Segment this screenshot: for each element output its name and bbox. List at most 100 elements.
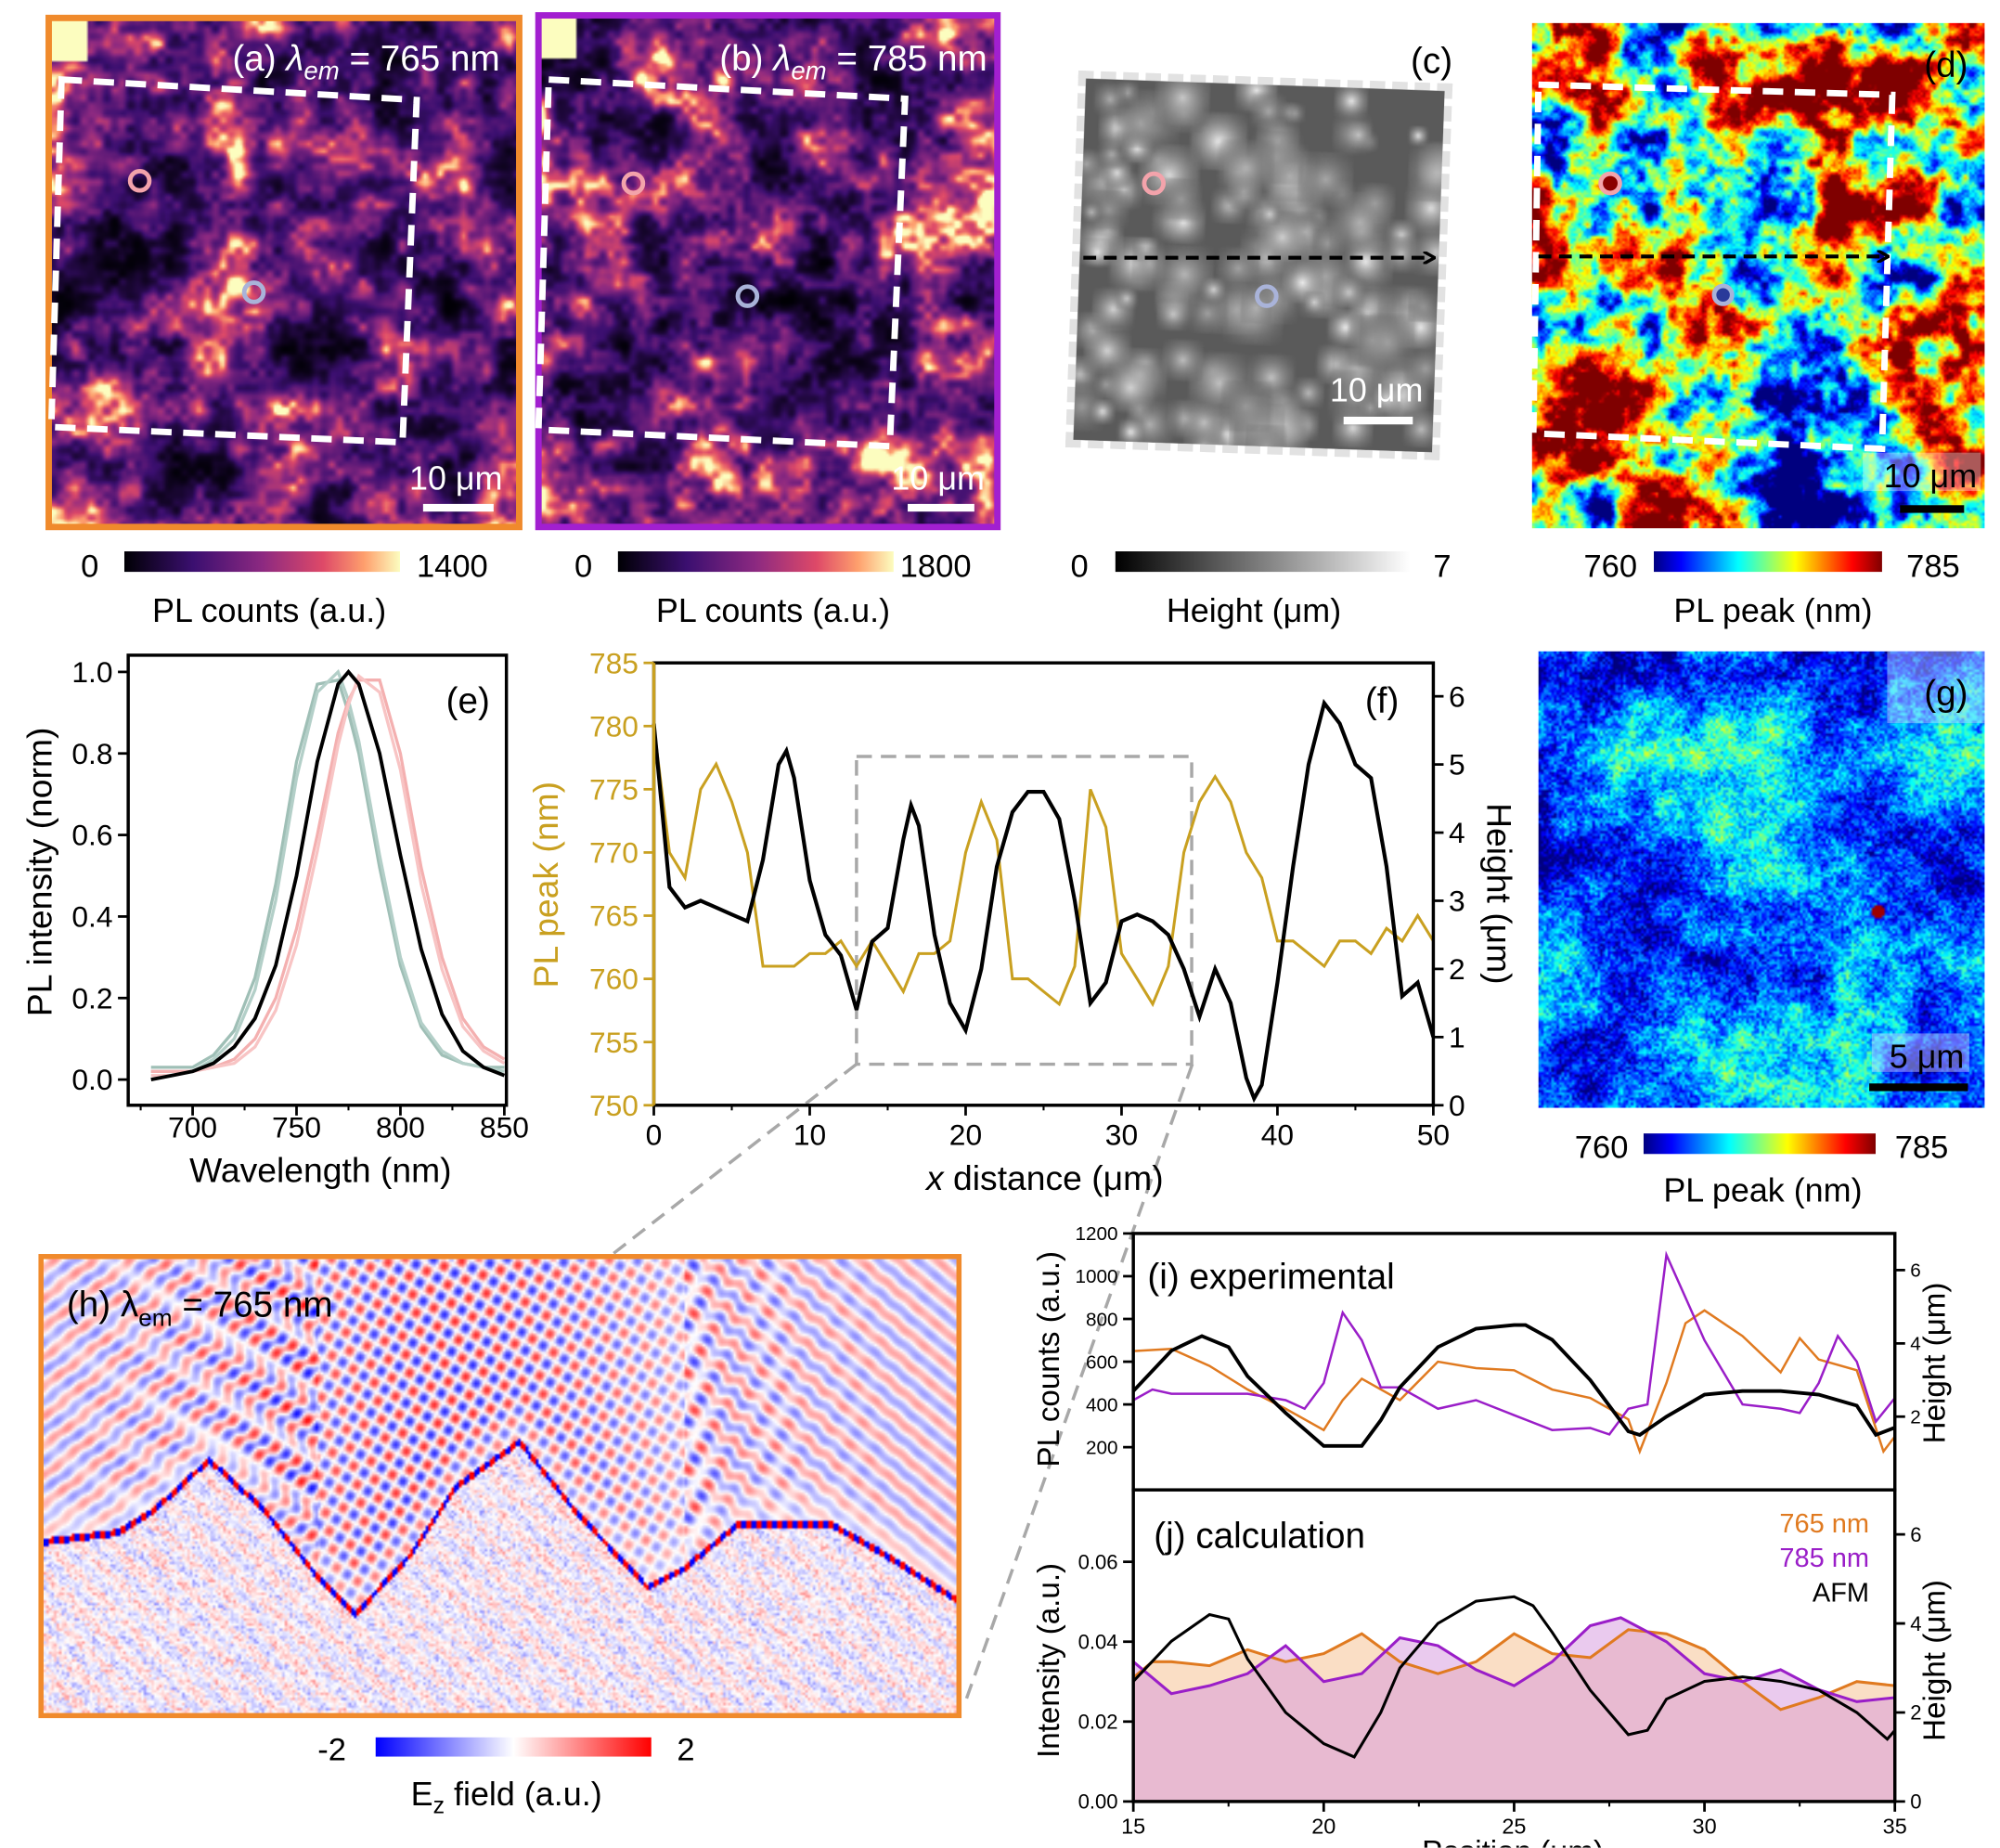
j-x-tick-label: 30 (1693, 1814, 1717, 1838)
colorbar-min-b: 0 (574, 549, 592, 585)
scalebar-label-b: 10 μm (891, 459, 985, 498)
colorbar-max-h: 2 (677, 1733, 694, 1768)
scalebar-d (1900, 505, 1965, 513)
f-y-tick-label: 770 (589, 836, 639, 870)
zoom-connector-right (962, 1063, 1194, 1706)
i-y-axis-label: PL counts (a.u.) (1032, 1251, 1066, 1467)
i-y-tick-label: 400 (1086, 1394, 1118, 1415)
i-y-tick-label: 1000 (1075, 1266, 1117, 1287)
panel-i-label: (i) experimental (1147, 1257, 1394, 1297)
pl-peak-map-zoom (1538, 651, 1985, 1108)
f-y2-tick-label: 3 (1449, 885, 1465, 918)
e-y-axis-label: PL intensity (norm) (19, 728, 58, 1016)
colorbar-a (123, 551, 400, 573)
series-spectrum-teal-1 (150, 678, 505, 1069)
panel-e-label: (e) (446, 681, 490, 721)
i-y2-tick-label: 6 (1910, 1260, 1921, 1282)
region-of-interest-d (1529, 81, 1896, 453)
plot-e-axes (126, 653, 509, 1107)
zoom-connector-left (612, 1063, 858, 1256)
scalebar-c (1343, 416, 1413, 425)
e-x-tick-label: 850 (480, 1110, 529, 1144)
ez-field-simulation (43, 1259, 957, 1713)
f-y2-axis-label: Height (μm) (1479, 803, 1518, 985)
e-x-tick-label: 800 (376, 1110, 425, 1144)
marker-blue-a (241, 280, 266, 304)
f-y-tick-label: 765 (589, 899, 639, 933)
i-y-tick-label: 600 (1086, 1351, 1118, 1373)
pl-map-785 (540, 18, 995, 524)
j-y2-tick-label: 2 (1910, 1701, 1921, 1725)
scalebar-label-d: 10 μm (1884, 457, 1978, 495)
colorbar-label-g: PL peak (nm) (1663, 1170, 1862, 1208)
j-y2-tick-label: 0 (1910, 1790, 1921, 1814)
colorbar-d (1654, 551, 1882, 573)
panel-h-frame (38, 1254, 962, 1719)
f-x-axis-label: x distance (μm) (924, 1158, 1164, 1197)
scalebar-a (422, 503, 494, 512)
j-y-tick-label: 0.02 (1078, 1711, 1118, 1734)
f-y2-tick-label: 4 (1449, 816, 1465, 849)
marker-blue-c (1255, 284, 1279, 308)
j-series-785-nm (1132, 1616, 1895, 1703)
region-of-interest-b (535, 76, 909, 450)
e-y-tick-label: 0.6 (71, 819, 112, 852)
f-y2-tick-label: 5 (1449, 748, 1465, 782)
scalebar-label-a: 10 μm (409, 459, 503, 498)
j-y-axis-label: Intensity (a.u.) (1032, 1563, 1066, 1758)
colorbar-min-a: 0 (81, 549, 98, 585)
scalebar-label-c: 10 μm (1330, 370, 1424, 408)
zoom-region-box (855, 755, 1194, 1066)
e-x-tick-label: 700 (168, 1110, 217, 1144)
i-series-785-nm (1132, 1250, 1896, 1436)
series-spectrum-pink-1 (150, 678, 506, 1073)
j-x-tick-label: 15 (1121, 1814, 1145, 1838)
series-pl-peak (652, 726, 1435, 1008)
colorbar-max-d: 785 (1906, 549, 1960, 585)
j-y2-tick-label: 4 (1910, 1612, 1921, 1635)
i-series-afm (1131, 1323, 1896, 1448)
colorbar-min-h: -2 (317, 1733, 346, 1768)
panel-b-label: (b) λem = 785 nm (719, 39, 987, 85)
j-x-tick-label: 25 (1502, 1814, 1526, 1838)
legend-entry: 765 nm (1779, 1509, 1869, 1539)
i-y-tick-label: 1200 (1075, 1223, 1117, 1245)
f-y2-tick-label: 6 (1449, 679, 1465, 713)
series-spectrum-fit (150, 668, 506, 1082)
i-y2-axis-label: Height (μm) (1918, 1283, 1953, 1444)
series-spectrum-teal-2 (150, 668, 505, 1073)
e-y-tick-label: 0.0 (71, 1063, 112, 1096)
panel-j-label: (j) calculation (1154, 1516, 1365, 1556)
f-y-tick-label: 755 (589, 1026, 639, 1059)
j-x-tick-label: 35 (1883, 1814, 1907, 1838)
colorbar-min-c: 0 (1071, 549, 1089, 585)
j-y-tick-label: 0.04 (1078, 1630, 1118, 1653)
panel-a-label: (a) λem = 765 nm (232, 39, 499, 85)
series-height (652, 698, 1436, 1104)
j-y-tick-label: 0.06 (1078, 1550, 1118, 1573)
colorbar-g (1643, 1133, 1877, 1155)
colorbar-b (617, 551, 894, 573)
e-y-tick-label: 0.4 (71, 900, 112, 934)
j-series-afm (1132, 1595, 1896, 1759)
f-y-tick-label: 775 (589, 772, 639, 806)
colorbar-label-h: Ez field (a.u.) (411, 1775, 602, 1818)
region-of-interest-a (47, 75, 420, 446)
i-y-tick-label: 200 (1086, 1437, 1118, 1458)
scalebar-b (908, 503, 974, 512)
marker-blue-b (735, 284, 760, 308)
scalebar-label-g: 5 μm (1890, 1038, 1965, 1076)
panel-a-frame (45, 14, 523, 531)
f-x-tick-label: 50 (1417, 1118, 1450, 1152)
i-y2-tick-label: 4 (1910, 1334, 1921, 1355)
panel-c-label: (c) (1411, 42, 1452, 82)
j-y2-axis-label: Height (μm) (1918, 1580, 1953, 1741)
scalebar-backdrop-d (1863, 452, 1981, 492)
j-series-765-nm (1132, 1628, 1895, 1712)
colorbar-label-a: PL counts (a.u.) (152, 591, 386, 629)
f-y-axis-label: PL peak (nm) (526, 782, 565, 988)
f-y-tick-label: 760 (589, 963, 639, 996)
scalebar-backdrop-g (1871, 1033, 1969, 1072)
panel-f-label: (f) (1365, 681, 1400, 721)
